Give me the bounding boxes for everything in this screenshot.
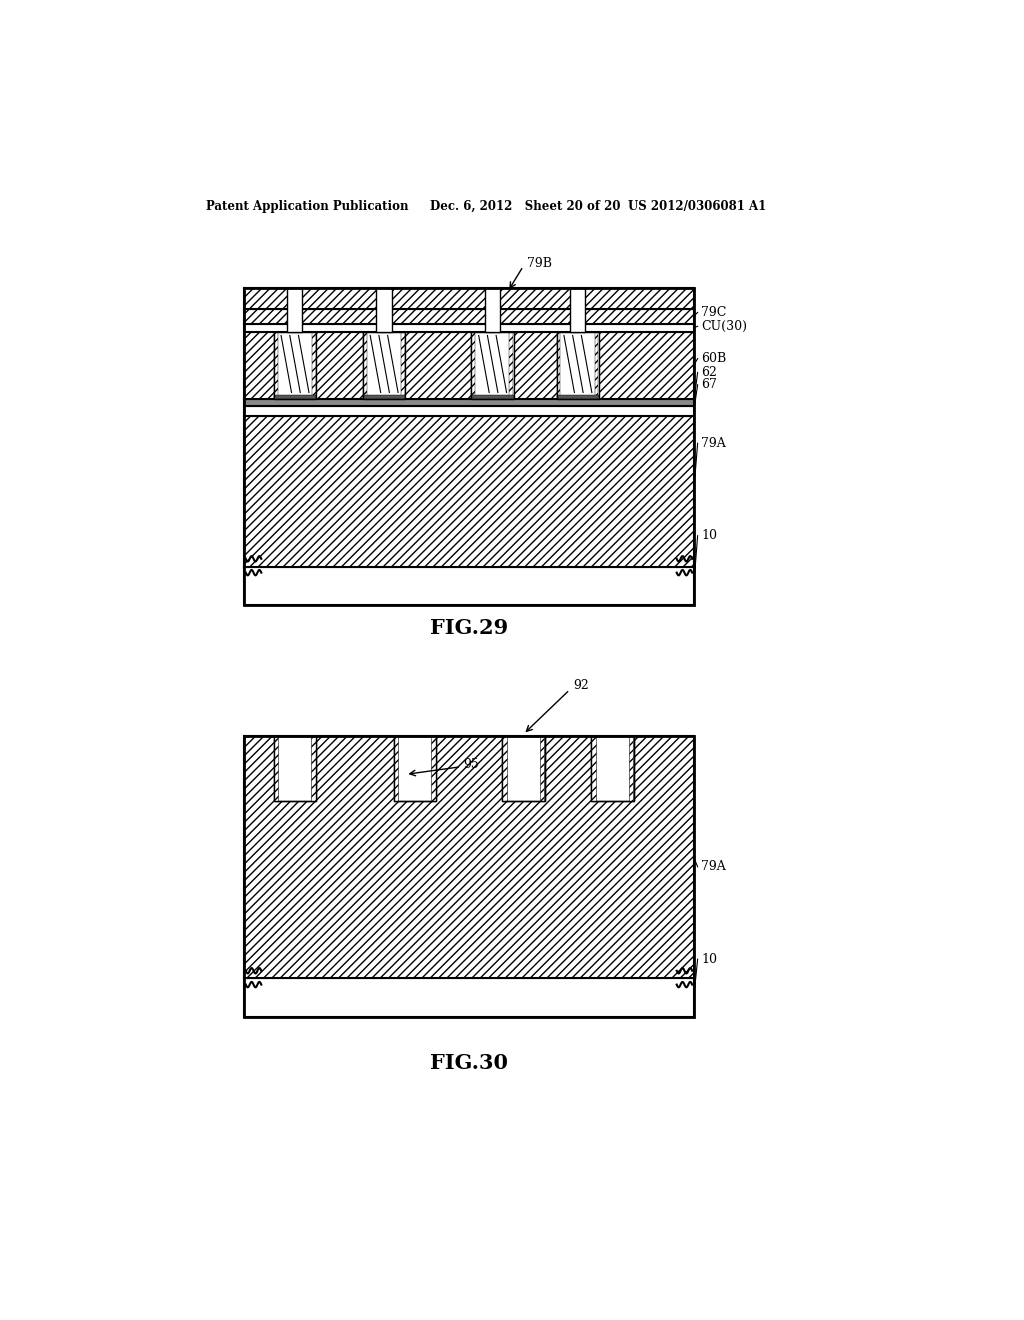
Text: Patent Application Publication: Patent Application Publication	[206, 199, 408, 213]
Bar	[431, 737, 435, 801]
Text: 95: 95	[464, 758, 479, 771]
Bar	[245, 331, 693, 399]
Bar	[362, 331, 406, 399]
Text: CU(30): CU(30)	[701, 319, 748, 333]
Bar	[471, 331, 514, 399]
Bar	[592, 737, 634, 801]
Bar	[629, 737, 633, 801]
Text: 10: 10	[701, 953, 718, 966]
Bar	[376, 288, 391, 331]
Bar	[471, 331, 475, 399]
Bar	[245, 737, 693, 1016]
Text: 60B: 60B	[701, 352, 727, 366]
Text: 10: 10	[701, 529, 718, 543]
Bar	[503, 737, 545, 801]
Bar	[557, 331, 599, 399]
Bar	[592, 737, 596, 801]
Bar	[394, 737, 398, 801]
Bar	[245, 323, 693, 331]
Text: FIG.30: FIG.30	[430, 1053, 508, 1073]
Bar	[595, 331, 598, 399]
Bar	[273, 737, 316, 801]
Text: 62: 62	[701, 366, 718, 379]
Bar	[471, 395, 514, 399]
Bar	[273, 737, 316, 801]
Bar	[245, 416, 693, 566]
Bar	[503, 737, 507, 801]
Text: Dec. 6, 2012   Sheet 20 of 20: Dec. 6, 2012 Sheet 20 of 20	[430, 199, 621, 213]
Bar	[273, 331, 278, 399]
Bar	[273, 395, 316, 399]
Bar	[273, 331, 316, 399]
Text: FIG.29: FIG.29	[430, 618, 508, 638]
Bar	[245, 399, 693, 407]
Text: 79B: 79B	[527, 256, 552, 269]
Bar	[287, 288, 302, 331]
Bar	[540, 737, 544, 801]
Text: 67: 67	[701, 379, 718, 391]
Text: 79A: 79A	[701, 861, 726, 874]
Bar	[471, 331, 514, 399]
Bar	[245, 566, 693, 605]
Bar	[362, 331, 406, 399]
Bar	[394, 737, 436, 801]
Bar	[557, 395, 599, 399]
Bar	[245, 737, 693, 978]
Bar	[394, 737, 436, 801]
Bar	[503, 737, 545, 801]
Text: US 2012/0306081 A1: US 2012/0306081 A1	[628, 199, 766, 213]
Bar	[245, 978, 693, 1016]
Bar	[362, 331, 367, 399]
Text: 79C: 79C	[701, 306, 727, 319]
Bar	[245, 288, 693, 309]
Bar	[273, 737, 279, 801]
Bar	[245, 407, 693, 416]
Bar	[557, 331, 599, 399]
Text: 79A: 79A	[701, 437, 726, 450]
Bar	[484, 288, 500, 331]
Bar	[557, 331, 560, 399]
Bar	[273, 331, 316, 399]
Bar	[592, 737, 634, 801]
Text: 92: 92	[573, 680, 590, 693]
Bar	[362, 395, 406, 399]
Bar	[569, 288, 586, 331]
Bar	[509, 331, 513, 399]
Bar	[400, 331, 404, 399]
Bar	[311, 331, 315, 399]
Bar	[311, 737, 315, 801]
Bar	[245, 309, 693, 323]
Bar	[245, 288, 693, 605]
